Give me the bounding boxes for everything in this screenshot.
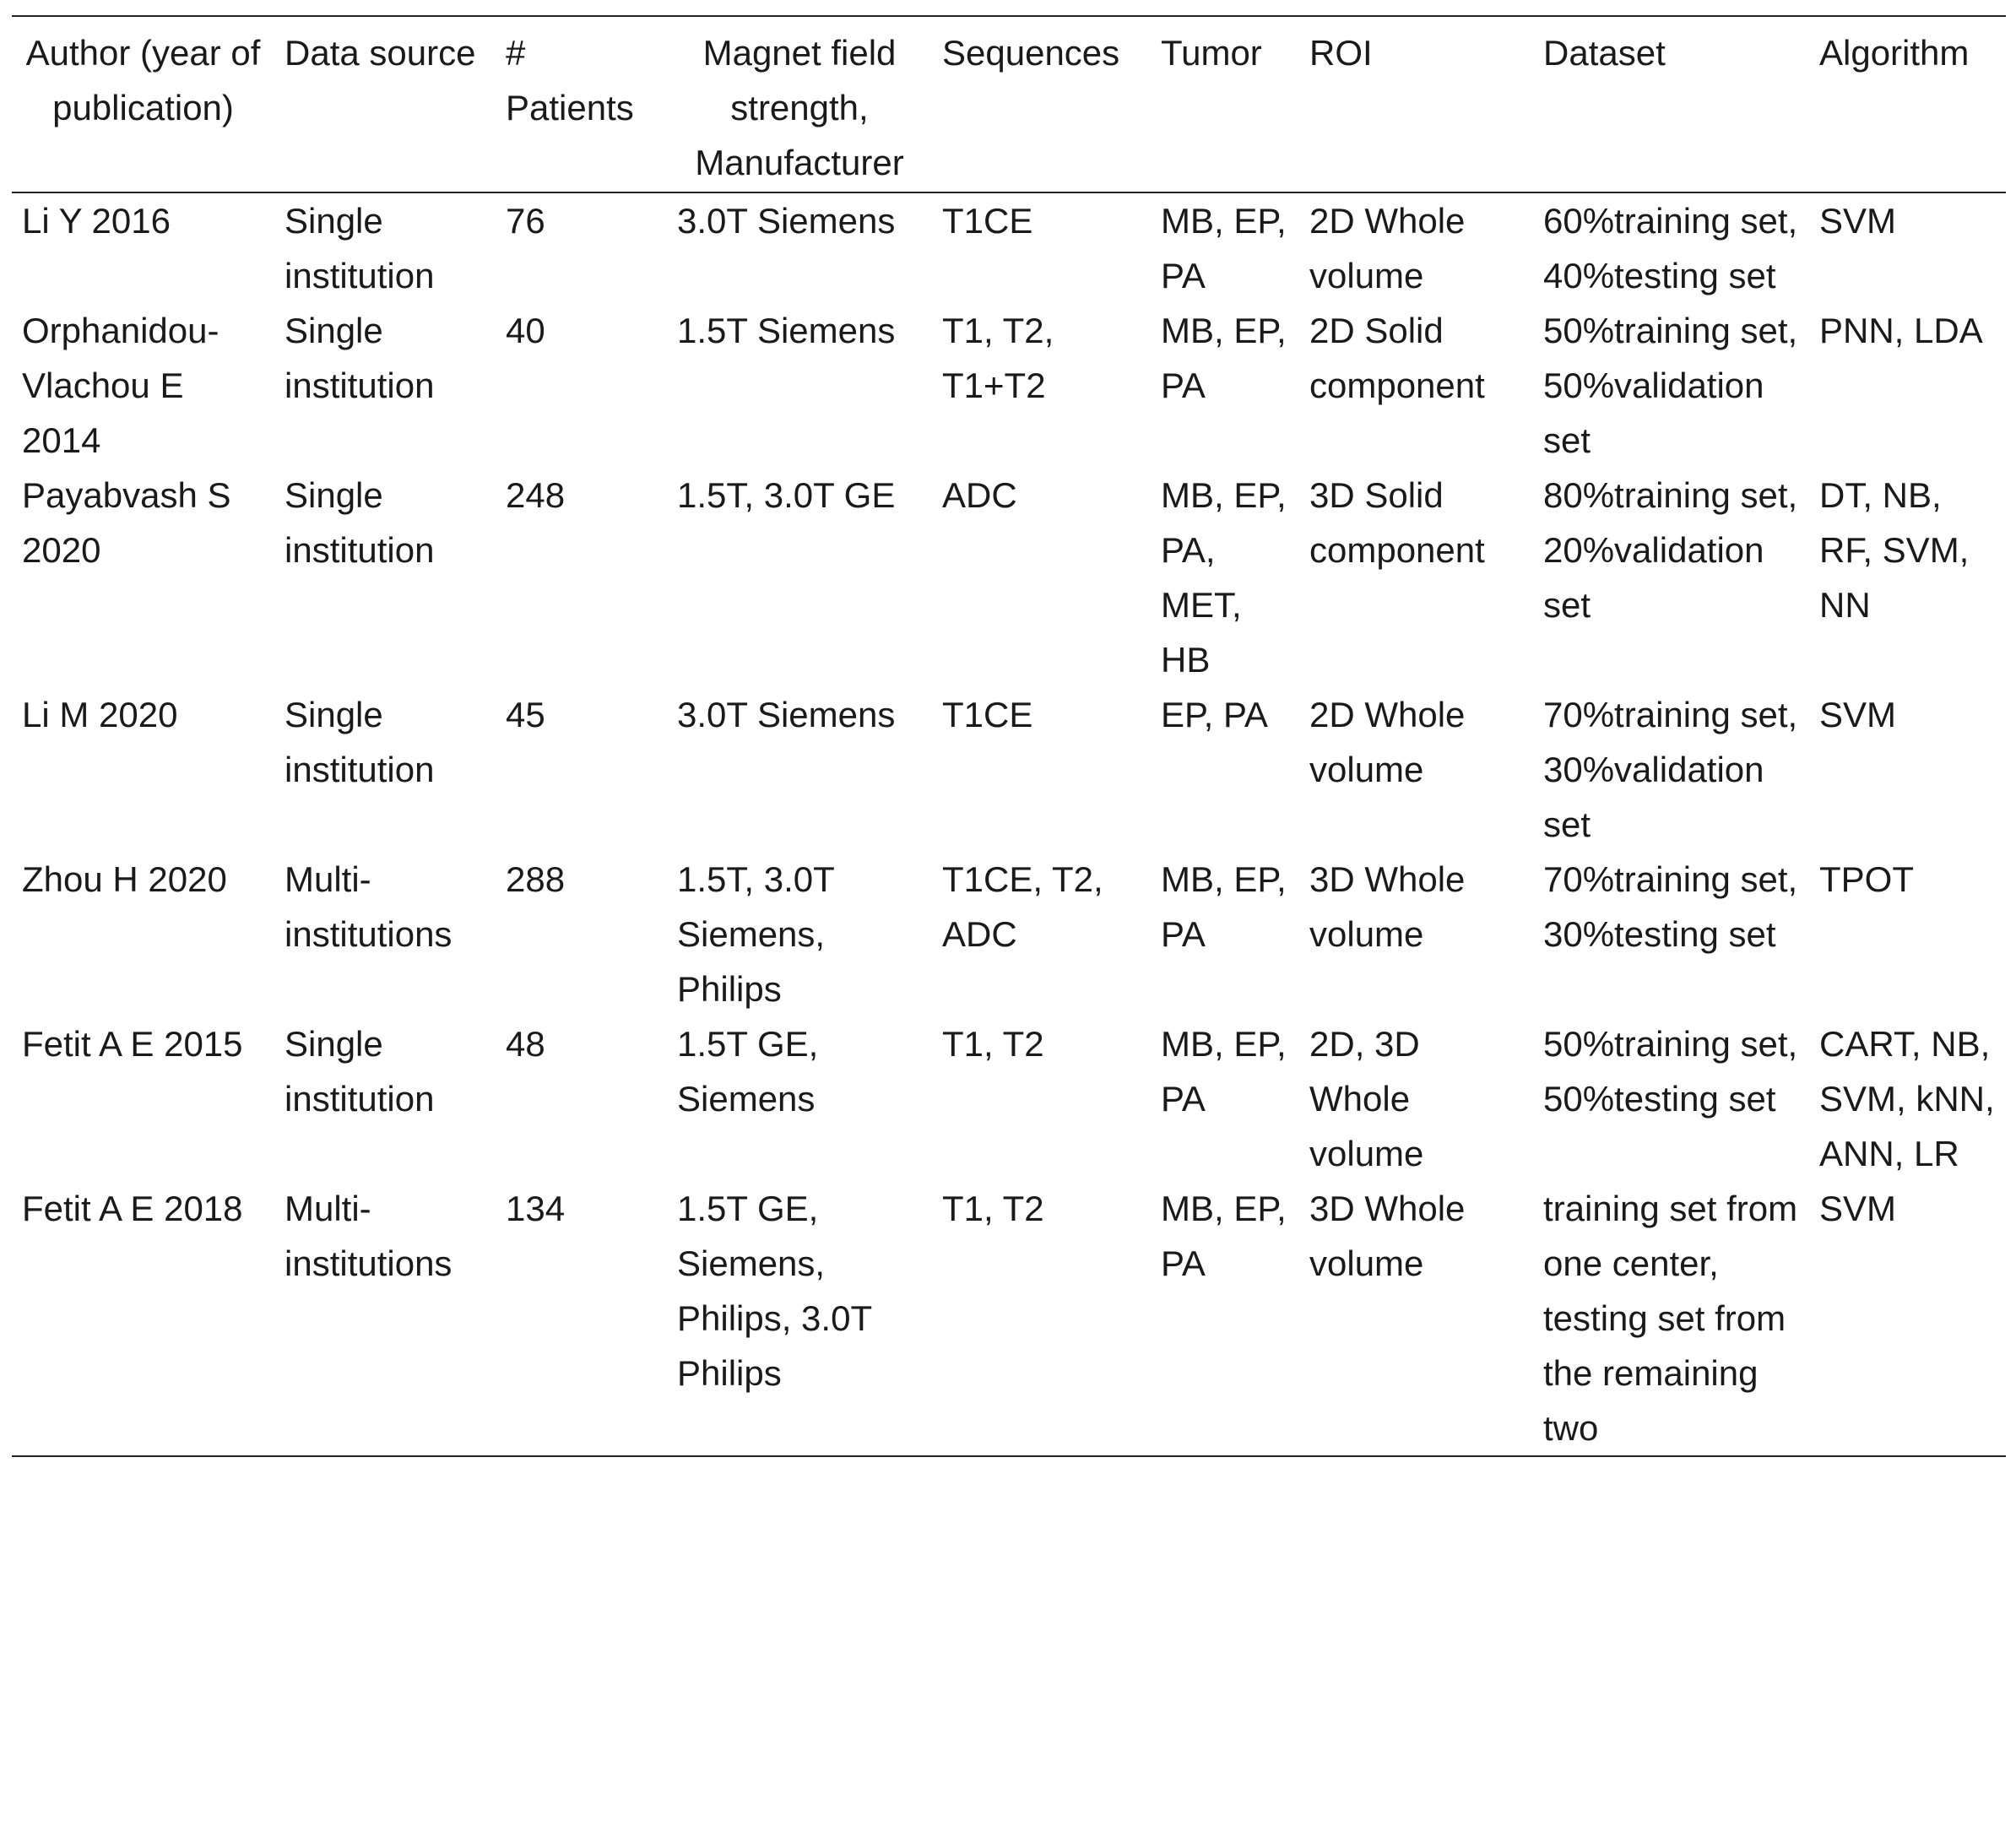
header-cell: # Patients: [506, 33, 634, 127]
table-cell: 134: [506, 1189, 566, 1228]
table-cell: T1CE: [942, 201, 1033, 241]
table-cell: 2D, 3D Whole volume: [1309, 1024, 1424, 1173]
table-row: Orphanidou-Vlachou E 2014 Single institut…: [12, 303, 2006, 468]
table-cell: 1.5T GE, Siemens, Philips, 3.0T Philips: [677, 1189, 872, 1393]
table-cell: 76: [506, 201, 545, 241]
table-cell: SVM: [1819, 695, 1897, 734]
table-cell: 80%training set, 20%validation set: [1543, 475, 1798, 625]
header-cell: Algorithm: [1819, 33, 1970, 73]
table-cell: training set from one center, testing se…: [1543, 1189, 1798, 1448]
table-cell: MB, EP, PA: [1161, 201, 1287, 295]
table-cell: Orphanidou-Vlachou E 2014: [22, 311, 219, 460]
table-cell: Single institution: [285, 201, 435, 295]
header-cell: Dataset: [1543, 33, 1666, 73]
table-cell: Multi-institutions: [285, 859, 453, 954]
table-cell: SVM: [1819, 201, 1897, 241]
table-cell: 2D Whole volume: [1309, 695, 1466, 789]
table-cell: 2D Whole volume: [1309, 201, 1466, 295]
table-body: Li Y 2016 Single institution 76 3.0T Siemen…: [12, 192, 2006, 1456]
table-cell: Fetit A E 2018: [22, 1189, 243, 1228]
table-row: Zhou H 2020 Multi-institutions 288 1.5T, 3.…: [12, 852, 2006, 1016]
table-cell: MB, EP, PA: [1161, 311, 1287, 405]
header-cell: Sequences: [942, 33, 1120, 73]
table-row: Payabvash S 2020 Single institution 248 1.5…: [12, 468, 2006, 687]
table-cell: 40: [506, 311, 545, 350]
table-cell: 3D Whole volume: [1309, 1189, 1466, 1283]
table-cell: Single institution: [285, 695, 435, 789]
table-cell: 1.5T, 3.0T Siemens, Philips: [677, 859, 835, 1009]
table-cell: 288: [506, 859, 566, 899]
table-cell: 45: [506, 695, 545, 734]
header-cell: ROI: [1309, 33, 1373, 73]
table-cell: Multi-institutions: [285, 1189, 453, 1283]
table-cell: 60%training set, 40%testing set: [1543, 201, 1798, 295]
table-cell: DT, NB, RF, SVM, NN: [1819, 475, 1970, 625]
table-row: Li Y 2016 Single institution 76 3.0T Siemen…: [12, 192, 2006, 303]
header-cell: Data source: [285, 33, 476, 73]
table-cell: MB, EP, PA: [1161, 1024, 1287, 1119]
table-cell: 1.5T GE, Siemens: [677, 1024, 819, 1119]
header-row: Author (year of publication) Data source #…: [12, 16, 2006, 192]
header-cell: Magnet field strength, Manufacturer: [695, 33, 904, 182]
table-cell: T1, T2: [942, 1189, 1044, 1228]
table-cell: SVM: [1819, 1189, 1897, 1228]
table-cell: MB, EP, PA: [1161, 1189, 1287, 1283]
table-cell: 70%training set, 30%testing set: [1543, 859, 1798, 954]
table-cell: 248: [506, 475, 566, 515]
table-cell: Single institution: [285, 1024, 435, 1119]
table-cell: 70%training set, 30%validation set: [1543, 695, 1798, 844]
table-cell: Zhou H 2020: [22, 859, 227, 899]
table-cell: CART, NB, SVM, kNN, ANN, LR: [1819, 1024, 1995, 1173]
table-cell: Fetit A E 2015: [22, 1024, 243, 1064]
table-cell: TPOT: [1819, 859, 1914, 899]
table-cell: MB, EP, PA, MET, HB: [1161, 475, 1287, 680]
header-cell: Tumor: [1161, 33, 1262, 73]
table-row: Fetit A E 2018 Multi-institutions 134 1.5T …: [12, 1181, 2006, 1456]
table-cell: T1CE, T2, ADC: [942, 859, 1103, 954]
table-cell: T1, T2, T1+T2: [942, 311, 1054, 405]
table-cell: T1, T2: [942, 1024, 1044, 1064]
table-cell: 2D Solid component: [1309, 311, 1485, 405]
table-row: Fetit A E 2015 Single institution 48 1.5T G…: [12, 1016, 2006, 1181]
table-cell: Single institution: [285, 475, 435, 570]
header-cell: Author (year of publication): [25, 33, 261, 127]
table-cell: 48: [506, 1024, 545, 1064]
table-cell: 1.5T Siemens: [677, 311, 896, 350]
table-cell: 1.5T, 3.0T GE: [677, 475, 896, 515]
table-cell: EP, PA: [1161, 695, 1268, 734]
table-container: Author (year of publication) Data source #…: [12, 15, 2006, 1457]
table-cell: Li Y 2016: [22, 201, 171, 241]
data-table: Author (year of publication) Data source #…: [12, 15, 2006, 1457]
table-cell: 3.0T Siemens: [677, 201, 896, 241]
table-cell: 50%training set, 50%validation set: [1543, 311, 1798, 460]
table-cell: 3.0T Siemens: [677, 695, 896, 734]
table-cell: Li M 2020: [22, 695, 178, 734]
table-cell: Payabvash S 2020: [22, 475, 231, 570]
table-cell: Single institution: [285, 311, 435, 405]
table-cell: 50%training set, 50%testing set: [1543, 1024, 1798, 1119]
table-cell: T1CE: [942, 695, 1033, 734]
table-cell: ADC: [942, 475, 1017, 515]
table-cell: PNN, LDA: [1819, 311, 1983, 350]
table-header: Author (year of publication) Data source #…: [12, 16, 2006, 192]
table-cell: 3D Whole volume: [1309, 859, 1466, 954]
table-cell: 3D Solid component: [1309, 475, 1485, 570]
table-cell: MB, EP, PA: [1161, 859, 1287, 954]
table-row: Li M 2020 Single institution 45 3.0T Siemen…: [12, 687, 2006, 852]
